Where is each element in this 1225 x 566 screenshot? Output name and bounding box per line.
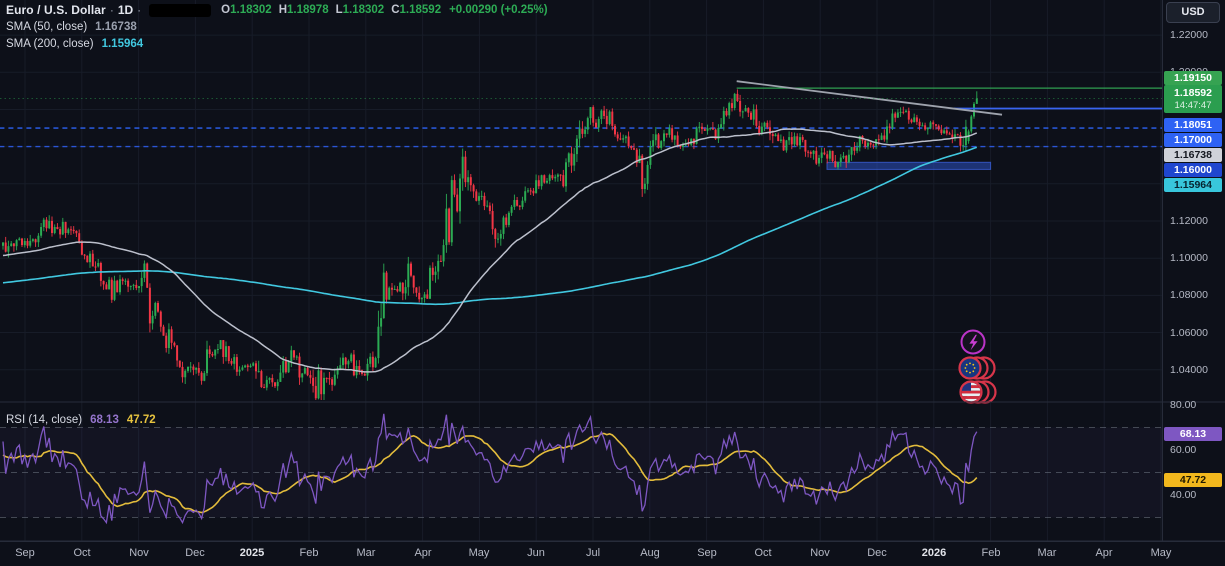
dashed-levels[interactable] xyxy=(0,127,1162,148)
eu-events-icon[interactable] xyxy=(958,356,982,380)
sma50-legend-row[interactable]: SMA (50, close) 1.16738 xyxy=(6,19,548,35)
price-badge: 1.16738 xyxy=(1164,148,1222,162)
symbol-row: Euro / U.S. Dollar · 1D · O1.18302 H1.189… xyxy=(6,2,548,18)
month-label: Mar xyxy=(356,547,376,559)
price-badge: 1.17000 xyxy=(1164,133,1222,147)
year-label: 2026 xyxy=(921,547,947,559)
rsi-plot[interactable] xyxy=(0,413,1162,525)
sma50-line[interactable] xyxy=(2,128,978,373)
ohlc-readout: O1.18302 H1.18978 L1.18302 C1.18592 xyxy=(221,4,441,16)
month-label: Mar xyxy=(1037,547,1057,559)
year-label: 2025 xyxy=(239,547,265,559)
month-label: Sep xyxy=(15,547,35,559)
month-label: Jul xyxy=(585,547,601,559)
low-value: 1.18302 xyxy=(342,4,385,16)
open-label: O xyxy=(221,4,231,16)
currency-toggle-button[interactable]: USD xyxy=(1166,2,1220,23)
separator-dot: · xyxy=(137,3,142,17)
month-label: Nov xyxy=(810,547,830,559)
change-value: +0.00290 (+0.25%) xyxy=(449,4,548,16)
support-zone[interactable] xyxy=(826,161,992,170)
separator-dot: · xyxy=(109,3,114,17)
rsi-ma-value: 47.72 xyxy=(126,414,156,426)
price-axis[interactable]: USD 1.220001.200001.120001.100001.080001… xyxy=(1162,0,1225,541)
sma50-label[interactable]: SMA (50, close) xyxy=(6,21,88,33)
time-axis[interactable]: Sep Oct Nov Dec 2025 Feb Mar Apr May Jun Jul Aug Sep… xyxy=(0,541,1225,566)
us-events-icon[interactable] xyxy=(961,382,981,402)
month-label: Sep xyxy=(697,547,717,559)
close-value: 1.18592 xyxy=(399,4,442,16)
month-label: Feb xyxy=(299,547,319,559)
high-label: H xyxy=(278,4,288,16)
price-axis-label: 1.10000 xyxy=(1170,252,1208,264)
price-badge: 1.18592 14:47:47 xyxy=(1164,85,1222,113)
month-label: Dec xyxy=(185,547,205,559)
high-value: 1.18978 xyxy=(287,4,329,16)
redacted-broker-name xyxy=(149,3,212,17)
month-label: Jun xyxy=(527,547,545,559)
lightning-bolt-glyph xyxy=(969,334,978,351)
rsi-axis-label: 60.00 xyxy=(1170,444,1197,456)
price-axis-label: 1.08000 xyxy=(1170,289,1208,301)
rsi-label[interactable]: RSI (14, close) xyxy=(6,414,83,426)
descending-trendline[interactable] xyxy=(736,80,1003,116)
month-label: Oct xyxy=(73,547,91,559)
month-label: Oct xyxy=(754,547,772,559)
timeframe-label[interactable]: 1D xyxy=(117,3,134,17)
sma200-value: 1.15964 xyxy=(101,38,144,50)
month-label: Nov xyxy=(129,547,149,559)
price-axis-label: 1.22000 xyxy=(1170,29,1208,41)
price-badge: 1.15964 xyxy=(1164,178,1222,192)
rsi-line[interactable] xyxy=(2,413,978,525)
rsi-legend-row[interactable]: RSI (14, close) 68.13 47.72 xyxy=(6,412,156,428)
month-label: Apr xyxy=(1095,547,1113,559)
symbol-title[interactable]: Euro / U.S. Dollar xyxy=(6,3,106,17)
rsi-badge: 68.13 xyxy=(1164,427,1222,441)
sma50-value: 1.16738 xyxy=(95,21,137,33)
moving-averages[interactable] xyxy=(2,128,978,373)
month-label: Feb xyxy=(981,547,1001,559)
countdown-timer: 14:47:47 xyxy=(1174,100,1212,111)
main-legend: Euro / U.S. Dollar · 1D · O1.18302 H1.189… xyxy=(6,2,548,52)
rsi-axis-label: 40.00 xyxy=(1170,489,1197,501)
price-axis-label: 1.12000 xyxy=(1170,215,1208,227)
drawings[interactable] xyxy=(0,80,1162,116)
month-label: May xyxy=(1150,547,1172,559)
rsi-axis-label: 80.00 xyxy=(1170,399,1197,411)
sma200-label[interactable]: SMA (200, close) xyxy=(6,38,94,50)
price-badge: 1.19150 xyxy=(1164,71,1222,85)
open-value: 1.18302 xyxy=(230,4,272,16)
sma200-line[interactable] xyxy=(2,146,978,306)
sma200-legend-row[interactable]: SMA (200, close) 1.15964 xyxy=(6,36,548,52)
price-badge: 1.18051 xyxy=(1164,118,1222,132)
month-label: May xyxy=(468,547,490,559)
month-label: Apr xyxy=(414,547,432,559)
support-zone-rect[interactable] xyxy=(826,161,992,170)
price-axis-label: 1.06000 xyxy=(1170,327,1208,339)
close-label: C xyxy=(391,4,400,16)
month-label: Dec xyxy=(867,547,887,559)
month-label: Aug xyxy=(640,547,660,559)
candles[interactable] xyxy=(2,89,978,400)
low-label: L xyxy=(335,4,343,16)
rsi-ma-line[interactable] xyxy=(2,432,978,514)
rsi-badge: 47.72 xyxy=(1164,473,1222,487)
price-badge: 1.16000 xyxy=(1164,163,1222,177)
price-axis-label: 1.04000 xyxy=(1170,364,1208,376)
rsi-value: 68.13 xyxy=(90,414,119,426)
event-icons[interactable] xyxy=(958,329,997,404)
